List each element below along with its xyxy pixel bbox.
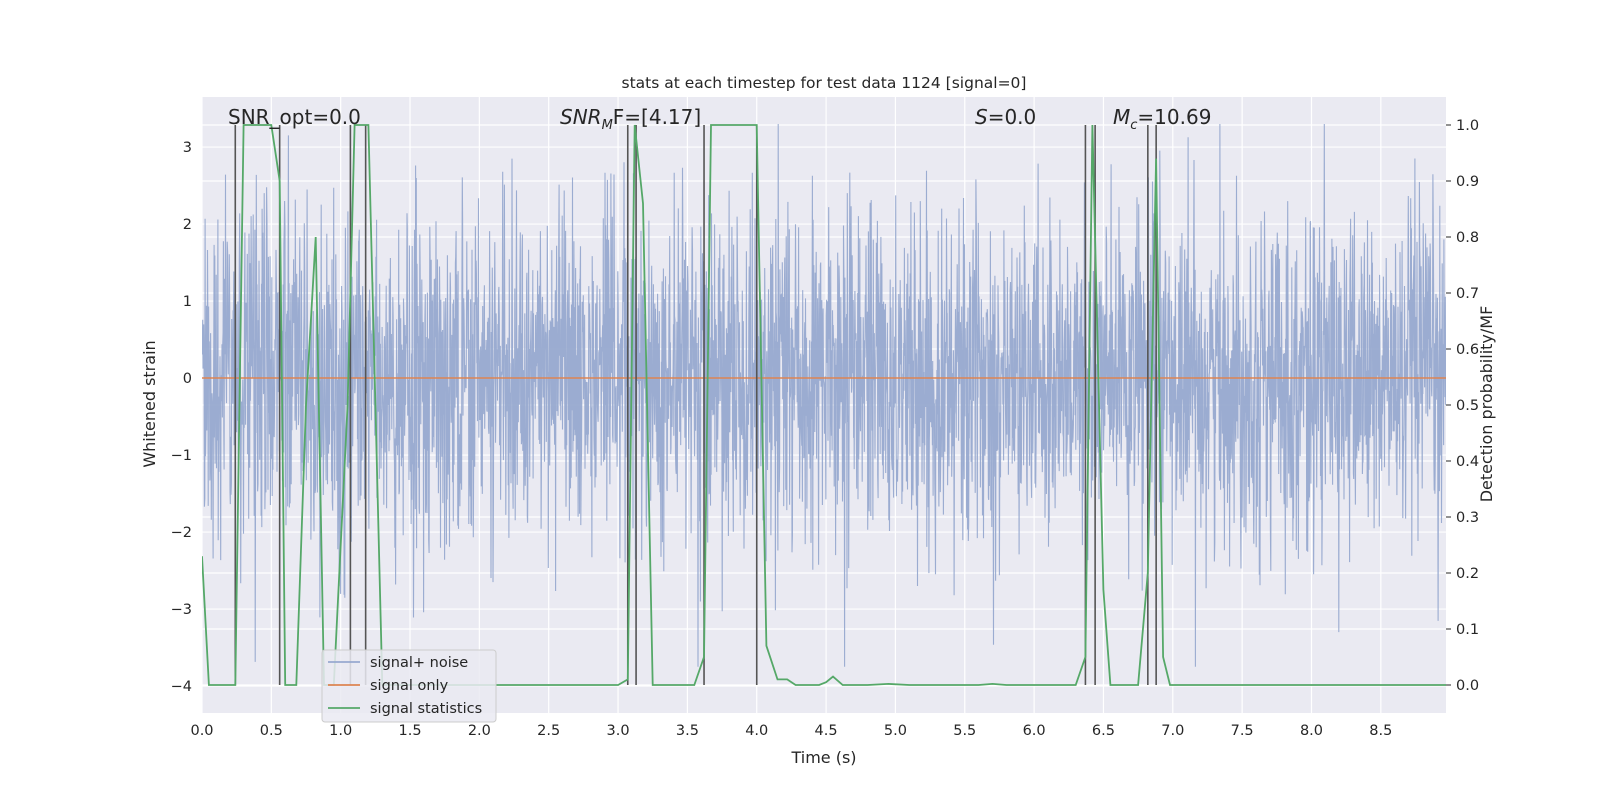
y2-tick-label: 0.5 xyxy=(1456,398,1479,414)
legend-label-noise: signal+ noise xyxy=(370,655,468,671)
annotation-snr-mf: SNRMF=[4.17] xyxy=(560,105,701,133)
x-tick-label: 1.5 xyxy=(398,723,421,739)
x-tick-label: 3.5 xyxy=(676,723,699,739)
x-tick-label: 7.0 xyxy=(1161,723,1184,739)
annotation-snr-mf-main: SNR xyxy=(560,105,602,129)
x-tick-label: 2.0 xyxy=(468,723,491,739)
y2-tick-label: 0.4 xyxy=(1456,454,1479,470)
y2-tick-label: 0.6 xyxy=(1456,342,1479,358)
plot-content xyxy=(202,123,1446,686)
y2-tick-label: 0.0 xyxy=(1456,678,1479,694)
y2-tick-label: 0.8 xyxy=(1456,230,1479,246)
chart-title: stats at each timestep for test data 112… xyxy=(622,74,1027,92)
y2-tick-label: 0.3 xyxy=(1456,510,1479,526)
signal-noise-series xyxy=(202,123,1446,667)
x-tick-label: 0.5 xyxy=(260,723,283,739)
x-axis-ticks: 0.0 0.5 1.0 1.5 2.0 2.5 3.0 3.5 4.0 4.5 5.0 5.5 6.0 6… xyxy=(190,723,1392,739)
x-tick-label: 6.5 xyxy=(1092,723,1115,739)
legend: signal+ noise signal only signal statist… xyxy=(321,649,497,723)
y-tick-label: −1 xyxy=(171,448,192,464)
x-tick-label: 5.5 xyxy=(953,723,976,739)
signal-statistics-series xyxy=(202,124,1446,686)
x-tick-label: 8.0 xyxy=(1300,723,1323,739)
y-tick-label: 0 xyxy=(183,371,192,387)
y2-axis-label: Detection probability/MF xyxy=(1477,306,1496,503)
y-axis-ticks: −4 −3 −2 −1 0 1 2 3 xyxy=(171,140,192,695)
x-tick-label: 6.0 xyxy=(1023,723,1046,739)
annotation-s: S=0.0 xyxy=(975,105,1036,129)
y2-tick-label: 0.7 xyxy=(1456,286,1479,302)
y2-tick-label: 0.2 xyxy=(1456,566,1479,582)
annotation-snr-opt: SNR_opt=0.0 xyxy=(228,105,361,129)
legend-box xyxy=(321,649,497,723)
x-tick-label: 8.5 xyxy=(1369,723,1392,739)
x-tick-label: 7.5 xyxy=(1231,723,1254,739)
y-tick-label: 3 xyxy=(183,140,192,156)
annotation-mc-main: M xyxy=(1113,105,1130,129)
annotation-snr-mf-rest: F=[4.17] xyxy=(613,105,701,129)
x-tick-label: 3.0 xyxy=(607,723,630,739)
y-tick-label: 2 xyxy=(183,217,192,233)
y-tick-label: −3 xyxy=(171,602,192,618)
legend-label-signal-only: signal only xyxy=(370,678,449,694)
annotations: SNR_opt=0.0 SNRMF=[4.17] S=0.0 Mc=10.69 xyxy=(228,105,1211,133)
statistics-line xyxy=(202,124,1446,686)
y2-tick-label: 0.9 xyxy=(1456,174,1479,190)
y-axis-label: Whitened strain xyxy=(140,340,159,467)
annotation-mc: Mc=10.69 xyxy=(1113,105,1211,133)
y-tick-label: −2 xyxy=(171,525,192,541)
annotation-mc-sub: c xyxy=(1130,118,1137,133)
x-tick-label: 0.0 xyxy=(190,723,213,739)
annotation-mc-rest: =10.69 xyxy=(1137,105,1211,129)
annotation-s-rest: =0.0 xyxy=(988,105,1037,129)
legend-label-statistics: signal statistics xyxy=(370,701,482,717)
annotation-s-main: S xyxy=(975,105,988,129)
annotation-snr-mf-sub: M xyxy=(602,118,613,133)
x-axis-label: Time (s) xyxy=(790,748,856,767)
y2-tick-label: 1.0 xyxy=(1456,118,1479,134)
y-tick-label: −4 xyxy=(171,679,192,695)
y2-tick-label: 0.1 xyxy=(1456,622,1479,638)
x-tick-label: 4.0 xyxy=(745,723,768,739)
y2-axis-ticks: 0.0 0.1 0.2 0.3 0.4 0.5 0.6 0.7 0.8 0.9 1.0 xyxy=(1446,118,1479,694)
x-tick-label: 5.0 xyxy=(884,723,907,739)
y-tick-label: 1 xyxy=(183,294,192,310)
x-tick-label: 2.5 xyxy=(537,723,560,739)
noise-line xyxy=(202,123,1446,667)
x-tick-label: 4.5 xyxy=(815,723,838,739)
x-tick-label: 1.0 xyxy=(329,723,352,739)
